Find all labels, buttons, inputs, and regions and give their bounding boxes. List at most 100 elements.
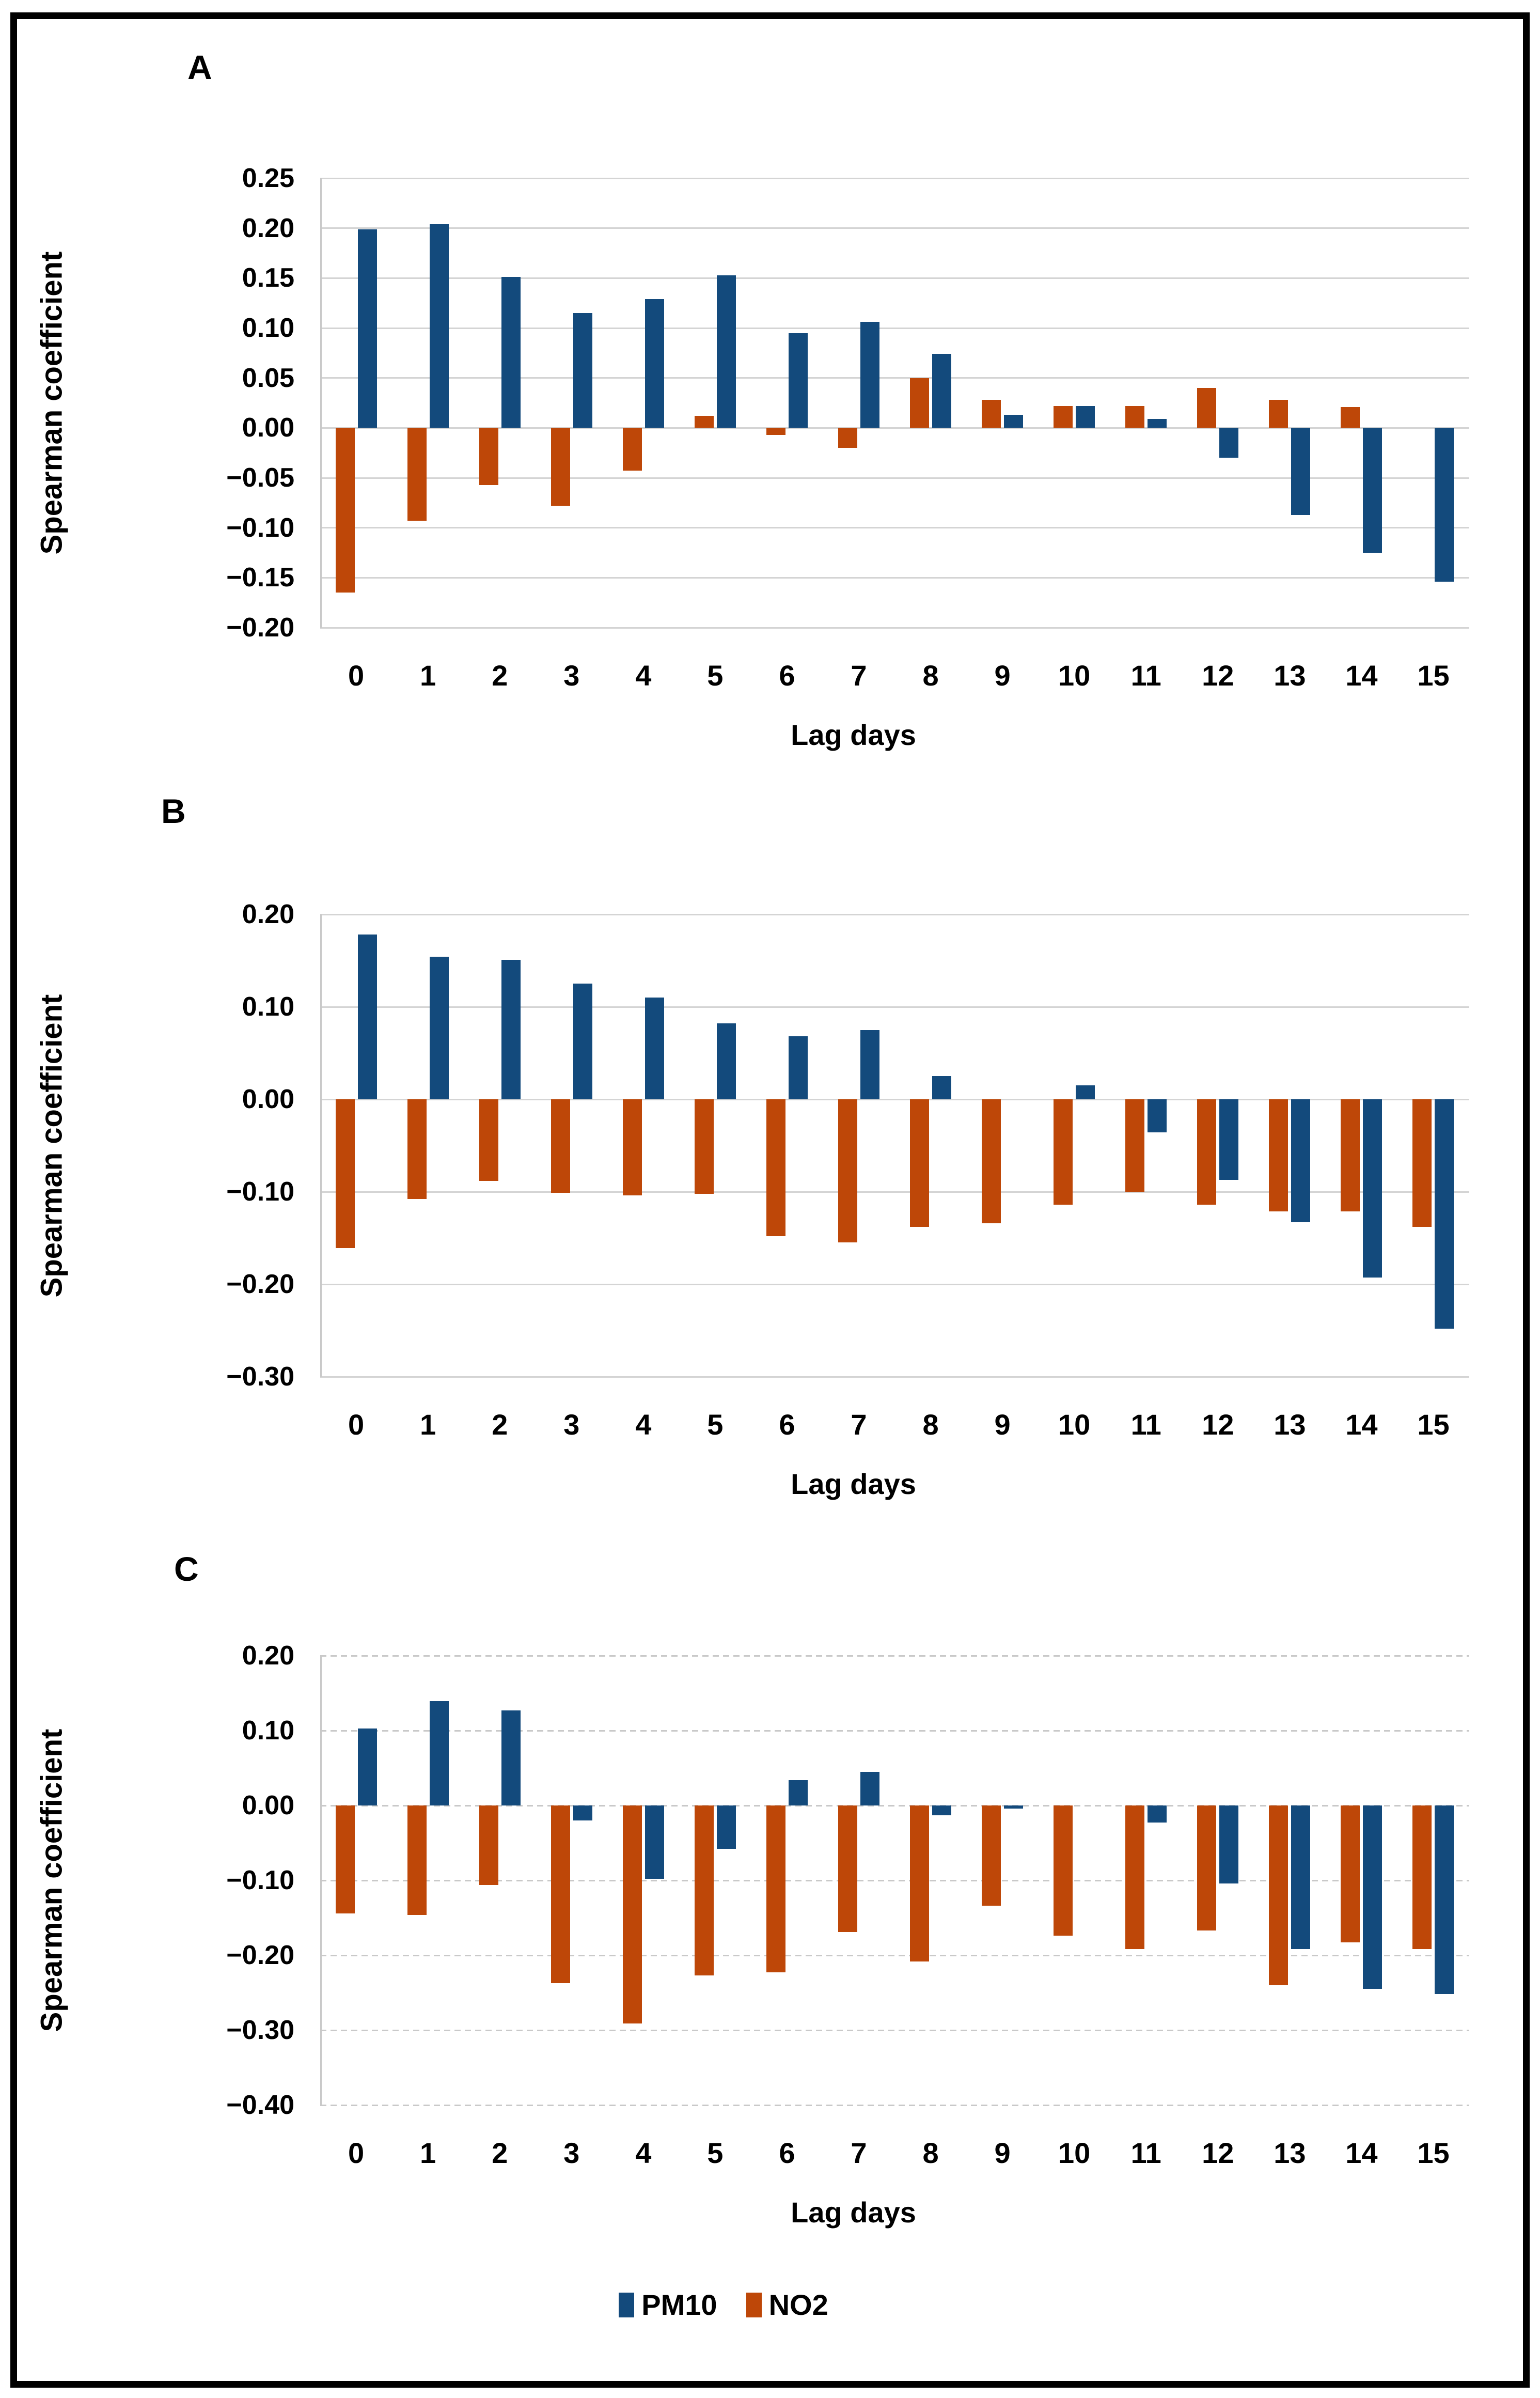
y-tick-label: −0.10: [226, 1865, 294, 1895]
bar-no2-lag10: [1054, 406, 1073, 428]
y-tick-label: −0.30: [226, 2015, 294, 2045]
x-tick-label: 4: [635, 2137, 652, 2169]
gridline: [320, 377, 1469, 379]
bar-pm10-lag1: [429, 1701, 449, 1805]
bar-pm10-lag6: [788, 1780, 808, 1805]
x-tick-label: 2: [492, 2137, 508, 2169]
x-tick-label: 14: [1345, 2137, 1378, 2169]
x-tick-label: 1: [420, 2137, 436, 2169]
x-tick-label: 6: [779, 2137, 795, 2169]
x-tick-label: 9: [994, 2137, 1011, 2169]
bar-pm10-lag5: [716, 275, 736, 428]
gridline: [320, 1804, 1469, 1807]
x-tick-label: 2: [492, 659, 508, 692]
bar-no2-lag0: [335, 428, 355, 593]
bar-pm10-lag12: [1219, 428, 1239, 458]
bar-pm10-lag10: [1076, 406, 1095, 428]
bar-no2-lag15: [1412, 1805, 1432, 1950]
panel-b-x-axis-title: Lag days: [791, 1468, 916, 1500]
bar-no2-lag0: [335, 1805, 355, 1913]
bar-no2-lag3: [551, 428, 570, 506]
y-tick-label: 0.10: [242, 1716, 294, 1746]
y-tick-label: 0.20: [242, 1641, 294, 1671]
bar-pm10-lag8: [932, 1805, 952, 1815]
x-tick-label: 5: [707, 1408, 724, 1441]
y-tick-label: −0.20: [226, 1940, 294, 1970]
bar-pm10-lag14: [1363, 1805, 1382, 1989]
bar-no2-lag14: [1341, 1099, 1360, 1211]
x-tick-label: 6: [779, 659, 795, 692]
bar-pm10-lag15: [1435, 428, 1454, 582]
panel-c-y-axis-title: Spearman coefficient: [35, 1729, 69, 2032]
bar-pm10-lag13: [1291, 428, 1311, 515]
gridline: [320, 1879, 1469, 1881]
legend-label-pm10: PM10: [641, 2288, 717, 2321]
bar-pm10-lag0: [357, 1728, 377, 1805]
x-tick-label: 15: [1417, 659, 1450, 692]
bar-no2-lag5: [694, 416, 714, 428]
y-tick-label: −0.15: [226, 563, 294, 593]
x-tick-label: 15: [1417, 1408, 1450, 1441]
bar-pm10-lag9: [1004, 1805, 1024, 1809]
bar-no2-lag7: [838, 1805, 857, 1933]
x-tick-label: 12: [1202, 1408, 1234, 1441]
y-tick-label: 0.10: [242, 313, 294, 343]
bar-no2-lag3: [551, 1099, 570, 1193]
bar-no2-lag6: [766, 1805, 785, 1973]
bar-no2-lag5: [694, 1805, 714, 1976]
bar-no2-lag6: [766, 1099, 785, 1236]
x-tick-label: 0: [348, 1408, 365, 1441]
bar-no2-lag5: [694, 1099, 714, 1194]
y-tick-label: 0.00: [242, 1790, 294, 1820]
bar-no2-lag9: [982, 1805, 1001, 1906]
bar-no2-lag8: [910, 378, 930, 428]
x-tick-label: 3: [563, 1408, 580, 1441]
y-tick-label: −0.20: [226, 1269, 294, 1299]
x-tick-label: 0: [348, 659, 365, 692]
bar-no2-lag7: [838, 1099, 857, 1243]
bar-pm10-lag10: [1076, 1085, 1095, 1099]
bar-no2-lag1: [407, 1099, 427, 1200]
x-tick-label: 5: [707, 659, 724, 692]
gridline: [320, 2104, 1469, 2106]
gridline: [320, 277, 1469, 279]
bar-no2-lag8: [910, 1805, 930, 1961]
y-tick-label: 0.25: [242, 163, 294, 193]
x-tick-label: 1: [420, 1408, 436, 1441]
legend-label-no2: NO2: [768, 2288, 828, 2321]
bar-no2-lag12: [1197, 1805, 1217, 1931]
y-tick-label: −0.10: [226, 512, 294, 543]
bar-pm10-lag14: [1363, 428, 1382, 553]
x-tick-label: 6: [779, 1408, 795, 1441]
gridline: [320, 527, 1469, 529]
x-tick-label: 10: [1058, 2137, 1091, 2169]
x-tick-label: 8: [922, 2137, 939, 2169]
gridline: [320, 1191, 1469, 1193]
bar-pm10-lag2: [501, 959, 521, 1099]
gridline: [320, 1730, 1469, 1732]
bar-pm10-lag2: [501, 1710, 521, 1805]
x-tick-label: 3: [563, 659, 580, 692]
y-tick-label: −0.05: [226, 463, 294, 493]
x-tick-label: 12: [1202, 2137, 1234, 2169]
bar-no2-lag11: [1125, 1805, 1145, 1950]
bar-pm10-lag6: [788, 1036, 808, 1099]
bar-pm10-lag4: [645, 299, 664, 428]
bar-no2-lag0: [335, 1099, 355, 1249]
panel-c-plot-area: [320, 1655, 1469, 2106]
legend: PM10 NO2: [0, 2290, 1447, 2321]
x-tick-label: 13: [1274, 659, 1306, 692]
panel-c-x-axis-title: Lag days: [791, 2196, 916, 2229]
bar-no2-lag9: [982, 400, 1001, 428]
panel-b-plot-area: [320, 913, 1469, 1378]
bar-no2-lag12: [1197, 1099, 1217, 1205]
legend-item-pm10: PM10: [619, 2290, 717, 2321]
x-tick-label: 11: [1130, 659, 1161, 692]
bar-no2-lag10: [1054, 1805, 1073, 1936]
gridline: [320, 577, 1469, 579]
bar-pm10-lag12: [1219, 1805, 1239, 1883]
x-tick-label: 7: [851, 659, 867, 692]
y-tick-label: −0.30: [226, 1362, 294, 1392]
bar-pm10-lag15: [1435, 1099, 1454, 1329]
